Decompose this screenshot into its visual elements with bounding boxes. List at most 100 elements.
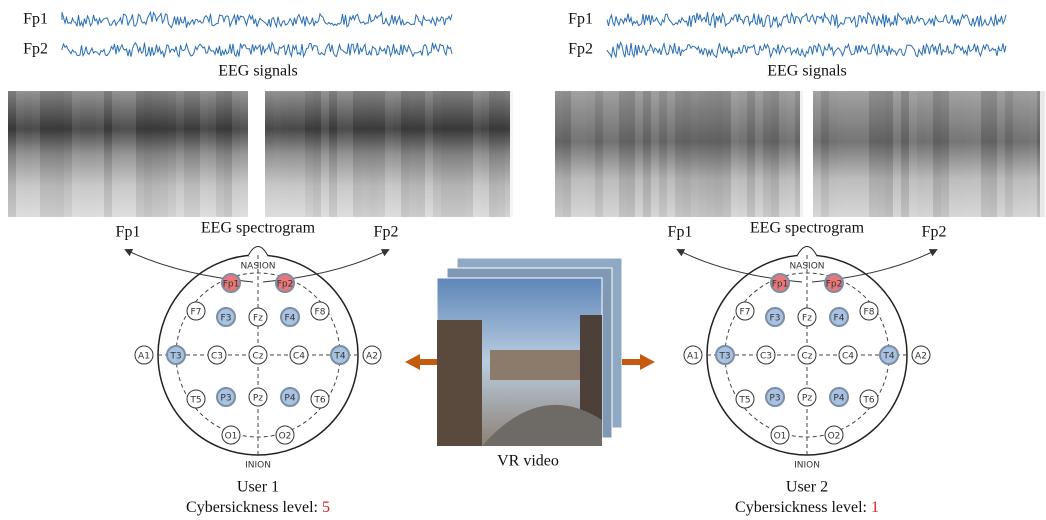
spectrogram-stripe xyxy=(224,91,232,217)
spectrogram-stripe xyxy=(667,91,675,217)
electrode-label: A1 xyxy=(138,352,150,362)
spectrogram-stripe xyxy=(96,91,104,217)
electrode-label: T4 xyxy=(333,352,345,362)
electrode-label: T4 xyxy=(882,352,894,362)
electrode-label: Fz xyxy=(802,314,812,324)
spectrogram-stripe xyxy=(208,91,216,217)
level-label: Cybersickness level: xyxy=(735,499,867,516)
electrode-label: Cz xyxy=(801,352,812,362)
spectrogram-stripe xyxy=(627,91,635,217)
electrode-label: A2 xyxy=(915,352,927,362)
spectrogram-stripe xyxy=(579,91,587,217)
eeg-trace xyxy=(607,12,1006,28)
electrode-label: Fp2 xyxy=(826,280,843,290)
spectrogram-stripe xyxy=(377,91,385,217)
spectrogram-stripe xyxy=(337,91,345,217)
spectrogram-stripe xyxy=(1021,91,1029,217)
spectrogram-stripe xyxy=(409,91,417,217)
electrode-label: O1 xyxy=(774,432,787,442)
fp-label: Fp2 xyxy=(922,224,947,241)
electrode-label: Pz xyxy=(253,394,263,404)
spectrogram-stripe xyxy=(393,91,401,217)
spectrogram-stripe xyxy=(787,91,795,217)
spectrogram-stripe xyxy=(1013,91,1021,217)
level-value: 1 xyxy=(871,499,879,516)
electrode-label: O2 xyxy=(828,432,841,442)
spectrogram-stripe xyxy=(853,91,861,217)
spectrogram-stripe xyxy=(369,91,377,217)
spectrogram-stripe xyxy=(587,91,595,217)
spectrogram-stripe xyxy=(425,91,433,217)
electrode-label: T3 xyxy=(169,352,181,362)
spectrogram-stripe xyxy=(675,91,683,217)
user-name: User 1 xyxy=(237,479,279,496)
spectrogram-stripe xyxy=(24,91,32,217)
electrode-label: T3 xyxy=(718,352,730,362)
spectrogram-stripe xyxy=(659,91,667,217)
spectrogram-stripe xyxy=(893,91,901,217)
spectrogram-stripe xyxy=(385,91,393,217)
spectrogram-stripe xyxy=(465,91,473,217)
spectrogram-stripe xyxy=(957,91,965,217)
electrode-label: Cz xyxy=(252,352,263,362)
spectrogram-stripe xyxy=(56,91,64,217)
spectrogram-stripe xyxy=(981,91,989,217)
electrode-label: A1 xyxy=(687,352,699,362)
nasion-label: NASION xyxy=(240,262,275,272)
diagram: VR video Fp1 Fp2 EEG signals EEG spectrogra… xyxy=(0,0,1046,520)
spectrogram-stripe xyxy=(184,91,192,217)
signals-caption: EEG signals xyxy=(767,63,847,80)
electrode-label: C3 xyxy=(211,352,223,362)
electrode-label: T6 xyxy=(313,396,325,406)
electrode-label: Fp2 xyxy=(277,280,294,290)
spectrogram-stripe xyxy=(321,91,329,217)
inion-label: INION xyxy=(794,461,820,471)
spectrogram-stripe xyxy=(136,91,144,217)
spectrogram-stripe xyxy=(901,91,909,217)
eeg-trace xyxy=(607,43,1006,58)
spectrogram-stripe xyxy=(821,91,829,217)
spectrogram-stripe xyxy=(401,91,409,217)
channel-label: Fp1 xyxy=(23,11,48,28)
spectrogram-stripe xyxy=(1005,91,1013,217)
spectrogram-stripe xyxy=(192,91,200,217)
spectrogram-stripe xyxy=(755,91,763,217)
electrode-label: T6 xyxy=(862,396,874,406)
inion-label: INION xyxy=(245,461,271,471)
spectrogram-stripe xyxy=(16,91,24,217)
spectrogram-stripe xyxy=(489,91,497,217)
user-name: User 2 xyxy=(786,479,828,496)
spectrogram-stripe xyxy=(48,91,56,217)
spectrogram-stripe xyxy=(699,91,707,217)
spectrogram-stripe xyxy=(619,91,627,217)
electrode-label: F7 xyxy=(740,308,751,318)
level-label: Cybersickness level: xyxy=(186,499,318,516)
spectrogram-stripe xyxy=(200,91,208,217)
spectrogram-stripe xyxy=(32,91,40,217)
spectrogram-stripe xyxy=(739,91,747,217)
spectrogram-stripe xyxy=(925,91,933,217)
nose xyxy=(248,247,268,257)
nose xyxy=(797,247,817,257)
spectrogram-stripe xyxy=(313,91,321,217)
arrow-right xyxy=(622,354,655,370)
spectrogram-stripe xyxy=(571,91,579,217)
spectrogram-stripe xyxy=(829,91,837,217)
spectrogram-stripe xyxy=(168,91,176,217)
spectrogram-caption: EEG spectrogram xyxy=(750,220,865,237)
electrode-label: F8 xyxy=(864,308,875,318)
channel-label: Fp1 xyxy=(568,11,593,28)
spectrogram-stripe xyxy=(869,91,877,217)
spectrogram-stripe xyxy=(989,91,997,217)
fp-label: Fp1 xyxy=(668,224,693,241)
arrow-left xyxy=(405,354,437,370)
video-caption: VR video xyxy=(497,453,559,470)
electrode-label: T5 xyxy=(738,396,750,406)
spectrogram-stripe xyxy=(160,91,168,217)
spectrogram-stripe xyxy=(909,91,917,217)
spectrogram-stripe xyxy=(361,91,369,217)
electrode-label: F7 xyxy=(191,308,202,318)
spectrogram-stripe xyxy=(845,91,853,217)
spectrogram-stripe xyxy=(473,91,481,217)
electrode-label: O1 xyxy=(225,432,238,442)
